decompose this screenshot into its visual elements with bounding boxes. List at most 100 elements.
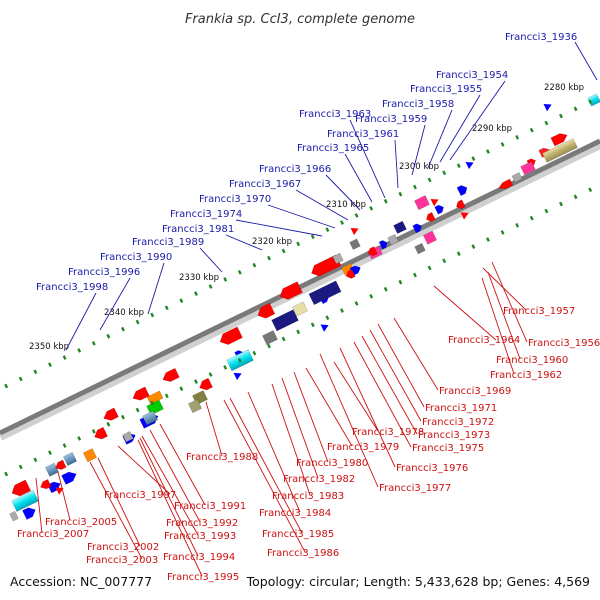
scale-tick	[398, 279, 403, 285]
gene-label[interactable]: Francci3_1994	[163, 552, 235, 563]
gene-label[interactable]: Francci3_1965	[297, 143, 369, 154]
gene-label[interactable]: Francci3_1998	[36, 282, 108, 293]
gene-label[interactable]: Francci3_1963	[299, 109, 371, 120]
scale-tick	[573, 106, 578, 112]
gene-label[interactable]: Francci3_1978	[352, 427, 424, 438]
gene-label[interactable]: Francci3_1957	[503, 306, 575, 317]
gene-glyph	[271, 309, 299, 332]
gene-label[interactable]: Francci3_1988	[186, 452, 258, 463]
gene-label[interactable]: Francci3_1995	[167, 572, 239, 583]
gene-shape	[62, 451, 78, 466]
scale-tick	[77, 348, 82, 353]
leader-line	[377, 323, 425, 408]
scale-tick	[325, 227, 330, 232]
gene-label[interactable]: Francci3_1962	[490, 370, 562, 381]
gene-glyph	[279, 281, 303, 300]
gene-label[interactable]: Francci3_1955	[410, 84, 482, 95]
gene-label[interactable]: Francci3_1966	[259, 164, 331, 175]
gene-label[interactable]: Francci3_1971	[425, 403, 497, 414]
gene-label[interactable]: Francci3_1983	[272, 491, 344, 502]
gene-label[interactable]: Francci3_1936	[505, 32, 577, 43]
gene-label[interactable]: Francci3_1974	[170, 209, 242, 220]
gene-label[interactable]: Francci3_1972	[422, 417, 494, 428]
scale-tick	[529, 215, 534, 221]
scale-tick	[48, 450, 52, 455]
gene-shape	[55, 459, 67, 470]
scale-tick	[413, 272, 417, 278]
scale-tick	[267, 343, 271, 349]
gene-glyph	[332, 252, 344, 265]
gene-shape	[162, 367, 180, 382]
strand-marker	[350, 227, 359, 236]
gene-label[interactable]: Francci3_1985	[262, 529, 334, 540]
gene-shape	[422, 230, 438, 245]
gene-label[interactable]: Francci3_1973	[418, 430, 490, 441]
gene-label[interactable]: Francci3_1964	[448, 335, 520, 346]
gene-label[interactable]: Francci3_1982	[283, 474, 355, 485]
scale-tick	[135, 319, 140, 325]
gene-label[interactable]: Francci3_2007	[17, 529, 89, 540]
gene-label[interactable]: Francci3_1954	[436, 70, 508, 81]
kbp-label-2330: 2330 kbp	[179, 273, 219, 283]
gene-label[interactable]: Francci3_1958	[382, 99, 454, 110]
strand-marker	[320, 324, 329, 332]
scale-tick	[106, 333, 111, 339]
gene-glyph	[520, 161, 536, 176]
gene-label[interactable]: Francci3_1991	[174, 501, 246, 512]
topology-text: Topology: circular; Length: 5,433,628 bp…	[246, 574, 590, 589]
scale-tick	[486, 237, 490, 242]
gene-shape	[9, 510, 19, 522]
gene-label[interactable]: Francci3_1979	[327, 442, 399, 453]
leader-line	[353, 341, 412, 448]
gene-shape	[368, 246, 378, 257]
gene-label[interactable]: Francci3_2003	[86, 555, 158, 566]
gene-glyph	[393, 220, 407, 234]
gene-label[interactable]: Francci3_1981	[162, 224, 234, 235]
gene-label[interactable]: Francci3_1969	[439, 386, 511, 397]
gene-label[interactable]: Francci3_2005	[45, 517, 117, 528]
gene-label[interactable]: Francci3_1986	[267, 548, 339, 559]
gene-label[interactable]: Francci3_1993	[164, 531, 236, 542]
scale-tick	[4, 383, 9, 389]
gene-label[interactable]: Francci3_1976	[396, 463, 468, 474]
gene-shape	[511, 172, 523, 183]
gene-glyph	[44, 462, 60, 477]
gene-glyph	[292, 301, 308, 317]
gene-label[interactable]: Francci3_1997	[104, 490, 176, 501]
leader-line	[325, 174, 361, 211]
leader-line	[293, 371, 329, 463]
gene-glyph	[308, 280, 342, 306]
strand-marker	[543, 104, 552, 112]
gene-label[interactable]: Francci3_1960	[496, 355, 568, 366]
gene-label[interactable]: Francci3_1959	[355, 114, 427, 125]
scale-tick	[296, 241, 301, 247]
gene-label[interactable]: Francci3_1992	[166, 518, 238, 529]
gene-label[interactable]: Francci3_1984	[259, 508, 331, 519]
gene-label[interactable]: Francci3_1977	[379, 483, 451, 494]
gene-label[interactable]: Francci3_1970	[199, 194, 271, 205]
gene-glyph	[349, 238, 361, 250]
leader-line	[433, 285, 497, 341]
scale-tick	[544, 208, 549, 214]
scale-tick	[208, 372, 213, 377]
leader-line	[247, 391, 301, 513]
gene-glyph	[368, 246, 378, 257]
gene-shape	[378, 240, 388, 250]
gene-label[interactable]: Francci3_2002	[87, 542, 159, 553]
leader-line	[361, 335, 418, 435]
gene-label[interactable]: Francci3_1989	[132, 237, 204, 248]
gene-shape	[349, 238, 361, 250]
gene-label[interactable]: Francci3_1980	[296, 458, 368, 469]
gene-label[interactable]: Francci3_1996	[68, 267, 140, 278]
gene-glyph	[456, 185, 468, 197]
gene-label[interactable]: Francci3_1975	[412, 443, 484, 454]
gene-label[interactable]: Francci3_1967	[229, 179, 301, 190]
kbp-label-2340: 2340 kbp	[104, 308, 144, 318]
gene-label[interactable]: Francci3_1990	[100, 252, 172, 263]
scale-tick	[296, 329, 301, 335]
gene-shape	[412, 223, 422, 234]
gene-label[interactable]: Francci3_1961	[327, 129, 399, 140]
scale-tick	[500, 230, 505, 235]
gene-label[interactable]: Francci3_1956	[528, 338, 600, 349]
gene-glyph	[199, 377, 213, 391]
